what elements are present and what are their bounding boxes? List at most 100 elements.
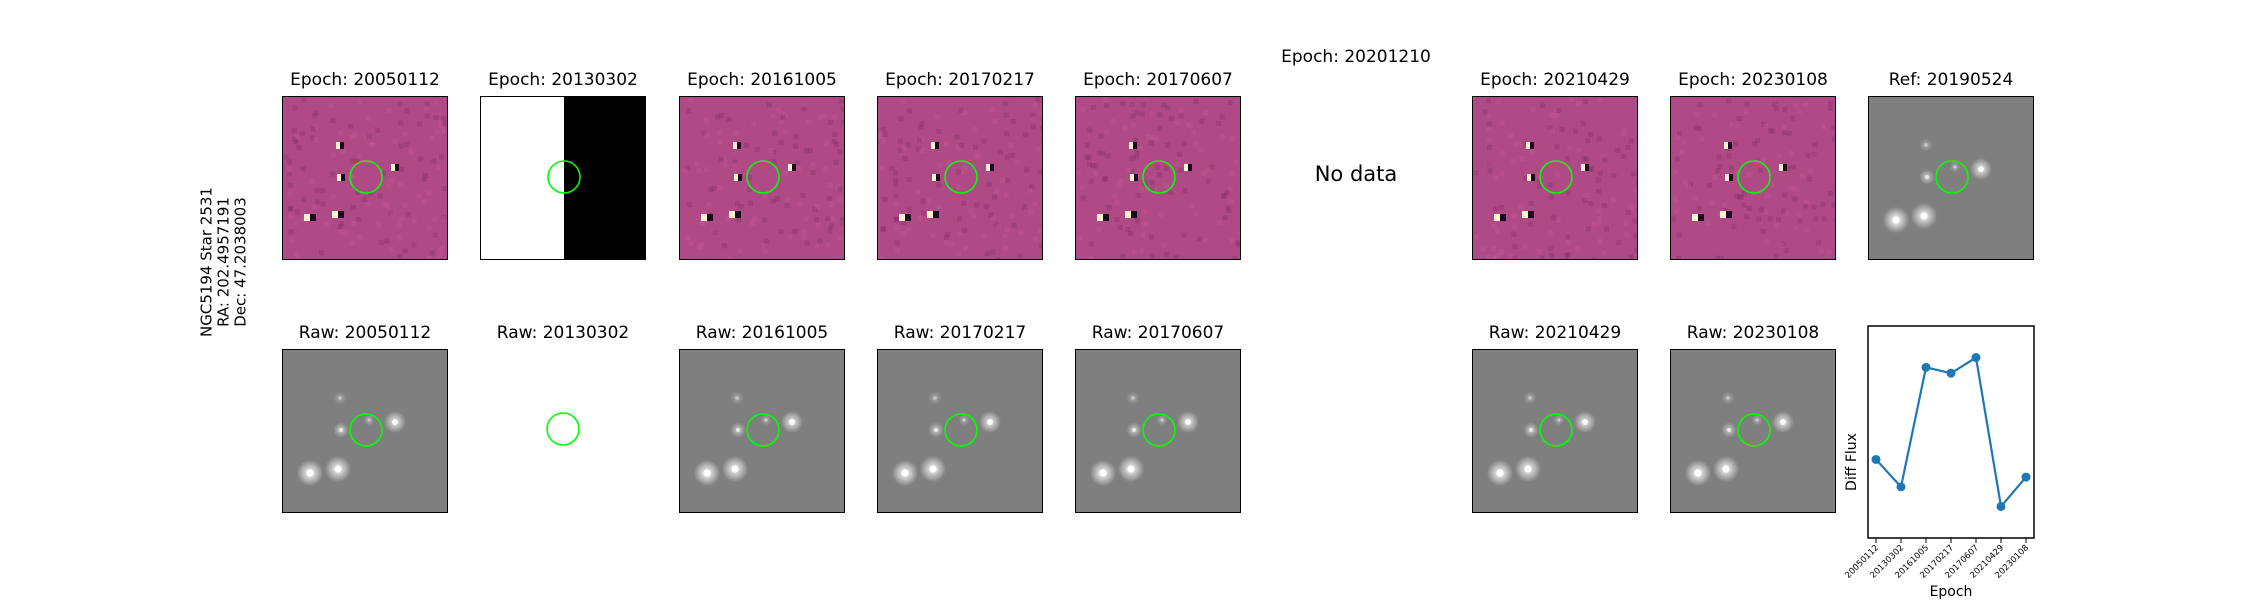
star-core [901, 469, 909, 477]
diff-noise-pixel [1133, 137, 1139, 143]
diff-noise-pixel [762, 248, 768, 254]
diff-noise-pixel [1602, 157, 1608, 163]
diff-noise-pixel [1122, 124, 1128, 130]
diff-noise-pixel [1675, 156, 1681, 162]
diff-noise-pixel [1761, 121, 1767, 127]
diff-noise-pixel [835, 184, 841, 190]
diff-noise-pixel [919, 121, 925, 127]
diff-noise-pixel [878, 134, 884, 140]
diff-noise-pixel [1088, 241, 1094, 247]
diff-image-background [680, 97, 844, 259]
diff-noise-pixel [956, 184, 962, 190]
diff-noise-pixel [1219, 114, 1225, 120]
diff-noise-pixel [300, 216, 306, 222]
diff-noise-pixel [944, 232, 950, 238]
diff-noise-pixel [338, 130, 344, 136]
diff-noise-pixel [1140, 102, 1146, 108]
star-core [1127, 465, 1135, 473]
raw-image-background [680, 350, 844, 512]
diff-noise-pixel [1220, 134, 1226, 140]
diff-noise-pixel [287, 182, 293, 188]
diff-noise-pixel [936, 204, 942, 210]
residual-bright [1130, 174, 1134, 181]
diff-noise-pixel [1474, 234, 1480, 240]
residual-bright [729, 211, 735, 218]
diff-noise-pixel [804, 147, 810, 153]
series-point [1996, 501, 2006, 511]
diff-noise-pixel [1508, 133, 1514, 139]
diff-noise-pixel [384, 238, 390, 244]
diff-noise-pixel [1222, 215, 1228, 221]
diff-noise-pixel [901, 145, 907, 151]
diff-noise-pixel [1636, 179, 1637, 185]
star-core [703, 469, 711, 477]
diff-noise-pixel [1782, 130, 1788, 136]
diff-noise-pixel [1565, 190, 1571, 196]
diff-noise-pixel [1597, 171, 1603, 177]
dec-value: Dec: 47.2038003 [231, 197, 250, 327]
residual-bright [1494, 214, 1500, 221]
diff-noise-pixel [750, 257, 756, 259]
diff-noise-pixel [1216, 220, 1222, 226]
diff-noise-pixel [1498, 204, 1504, 210]
diff-noise-pixel [314, 199, 320, 205]
diff-noise-pixel [1611, 173, 1617, 179]
diff-noise-pixel [1004, 131, 1010, 137]
diff-noise-pixel [801, 234, 807, 240]
residual-bright [931, 142, 935, 149]
top-image-panel-3 [679, 96, 845, 260]
diff-noise-pixel [1773, 253, 1779, 259]
diff-noise-pixel [1821, 124, 1827, 130]
diff-noise-pixel [760, 243, 766, 249]
diff-noise-pixel [1585, 226, 1591, 232]
diff-noise-pixel [402, 203, 408, 209]
diff-noise-pixel [1518, 204, 1524, 210]
diff-noise-pixel [1008, 142, 1014, 148]
diff-noise-pixel [1744, 101, 1750, 107]
split-white-half [481, 97, 564, 259]
diff-noise-pixel [380, 170, 386, 176]
x-tick-label: 20130302 [1868, 543, 1906, 581]
diff-noise-pixel [1008, 213, 1014, 219]
star-core [1924, 143, 1928, 147]
diff-noise-pixel [710, 228, 716, 234]
diff-noise-pixel [1830, 124, 1835, 130]
diff-noise-pixel [416, 193, 422, 199]
diff-noise-pixel [1191, 130, 1197, 136]
diff-noise-pixel [349, 240, 355, 246]
diff-noise-pixel [779, 119, 785, 125]
diff-noise-pixel [287, 167, 293, 173]
diff-noise-pixel [893, 193, 899, 199]
diff-noise-pixel [1076, 235, 1082, 241]
diff-noise-pixel [1776, 217, 1782, 223]
diff-noise-pixel [1117, 225, 1123, 231]
diff-noise-pixel [833, 160, 839, 166]
diff-noise-pixel [300, 166, 306, 172]
diff-noise-pixel [1831, 136, 1835, 142]
diff-noise-pixel [1128, 100, 1134, 106]
diff-noise-pixel [750, 220, 756, 226]
diff-noise-pixel [1692, 195, 1698, 201]
diff-noise-pixel [1597, 136, 1603, 142]
diff-noise-pixel [747, 186, 753, 192]
diff-noise-pixel [1513, 141, 1519, 147]
diff-noise-pixel [834, 141, 840, 147]
diff-noise-pixel [412, 218, 418, 224]
x-tick-label: 20210429 [1968, 543, 2006, 581]
diff-noise-pixel [793, 143, 799, 149]
diff-noise-pixel [1233, 159, 1239, 165]
diff-noise-pixel [703, 167, 709, 173]
diff-noise-pixel [878, 130, 884, 136]
x-tick-label: 20161005 [1893, 543, 1931, 581]
star-core [933, 427, 939, 433]
diff-noise-pixel [699, 220, 705, 226]
series-point [1946, 368, 1956, 378]
diff-noise-pixel [961, 200, 967, 206]
diff-noise-pixel [1038, 243, 1042, 249]
diff-noise-pixel [1793, 103, 1799, 109]
diff-noise-pixel [1792, 196, 1798, 202]
star-core [367, 418, 371, 422]
diff-noise-pixel [389, 212, 395, 218]
diff-noise-pixel [994, 222, 1000, 228]
